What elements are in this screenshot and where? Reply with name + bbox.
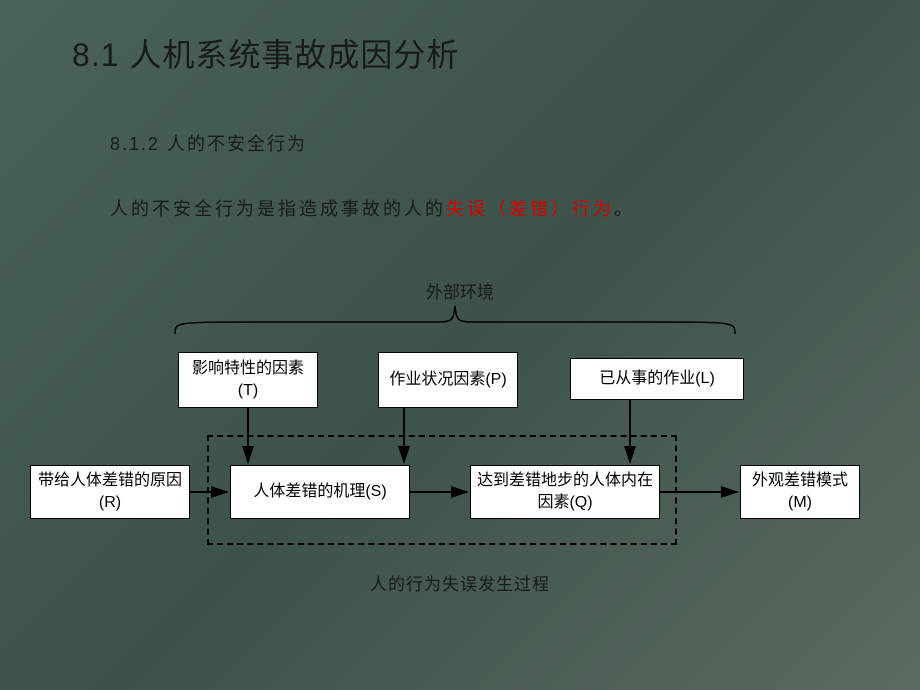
node-P-label: 作业状况因素(P) bbox=[389, 369, 506, 391]
node-T-label: 影响特性的因素(T) bbox=[185, 358, 311, 401]
curly-brace-icon bbox=[170, 300, 740, 338]
node-R: 带给人体差错的原因(R) bbox=[30, 465, 190, 519]
body-text: 人的不安全行为是指造成事故的人的失误（差错）行为。 bbox=[110, 195, 635, 221]
body-suffix: 。 bbox=[614, 199, 635, 219]
body-red: 失误（差错）行为 bbox=[446, 199, 614, 219]
page-title: 8.1 人机系统事故成因分析 bbox=[72, 30, 459, 76]
node-S-label: 人体差错的机理(S) bbox=[253, 481, 386, 503]
node-M-label: 外观差错模式(M) bbox=[747, 470, 853, 513]
node-R-label: 带给人体差错的原因(R) bbox=[37, 470, 183, 513]
section-subtitle: 8.1.2 人的不安全行为 bbox=[110, 130, 307, 156]
node-Q: 达到差错地步的人体内在因素(Q) bbox=[470, 465, 660, 519]
node-T: 影响特性的因素(T) bbox=[178, 352, 318, 408]
node-L: 已从事的作业(L) bbox=[570, 358, 744, 400]
node-Q-label: 达到差错地步的人体内在因素(Q) bbox=[477, 470, 653, 513]
body-prefix: 人的不安全行为是指造成事故的人的 bbox=[110, 199, 446, 219]
node-P: 作业状况因素(P) bbox=[378, 352, 518, 408]
node-L-label: 已从事的作业(L) bbox=[599, 368, 715, 390]
diagram-caption: 人的行为失误发生过程 bbox=[0, 570, 920, 595]
node-S: 人体差错的机理(S) bbox=[230, 465, 410, 519]
node-M: 外观差错模式(M) bbox=[740, 465, 860, 519]
